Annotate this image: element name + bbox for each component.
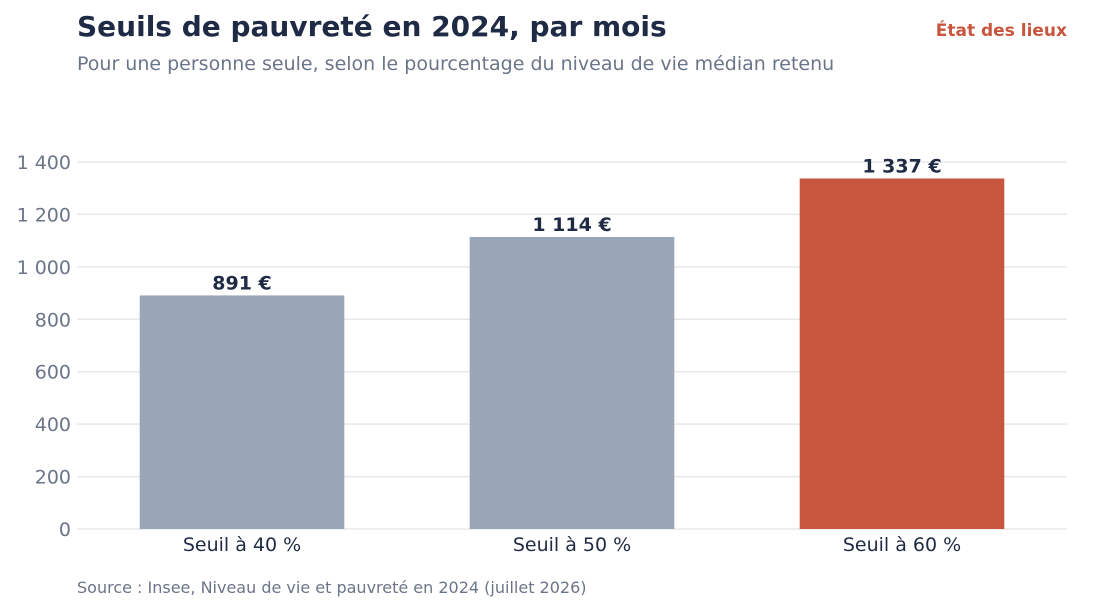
chart-subtitle: Pour une personne seule, selon le pource… — [77, 53, 835, 75]
brand-label: État des lieux — [935, 21, 1067, 41]
label-layer: 891 € Seuil à 40 % 1 114 € Seuil à 50 % 1 33… — [183, 156, 961, 556]
y-tick-label: 600 — [35, 362, 71, 384]
y-tick-label: 400 — [35, 414, 71, 436]
bar — [469, 236, 675, 530]
x-tick-label: Seuil à 60 % — [843, 534, 961, 556]
bar-layer — [139, 178, 1005, 530]
bar — [799, 178, 1005, 529]
y-tick-label: 200 — [35, 467, 71, 489]
x-tick-label: Seuil à 40 % — [183, 534, 301, 556]
data-label: 891 € — [212, 272, 272, 294]
y-tick-label: 1 000 — [17, 257, 71, 279]
source-note: Source : Insee, Niveau de vie et pauvret… — [77, 578, 587, 597]
chart-title: Seuils de pauvreté en 2024, par mois — [77, 10, 667, 43]
axis-layer: 0 200 400 600 800 1 000 1 200 1 400 — [17, 152, 71, 541]
y-tick-label: 800 — [35, 309, 71, 331]
y-tick-label: 1 400 — [17, 152, 71, 174]
x-tick-label: Seuil à 50 % — [513, 534, 631, 556]
data-label: 1 114 € — [532, 214, 611, 236]
y-tick-label: 0 — [59, 519, 71, 541]
data-label: 1 337 € — [862, 156, 941, 178]
y-tick-label: 1 200 — [17, 204, 71, 226]
bar — [139, 295, 345, 529]
